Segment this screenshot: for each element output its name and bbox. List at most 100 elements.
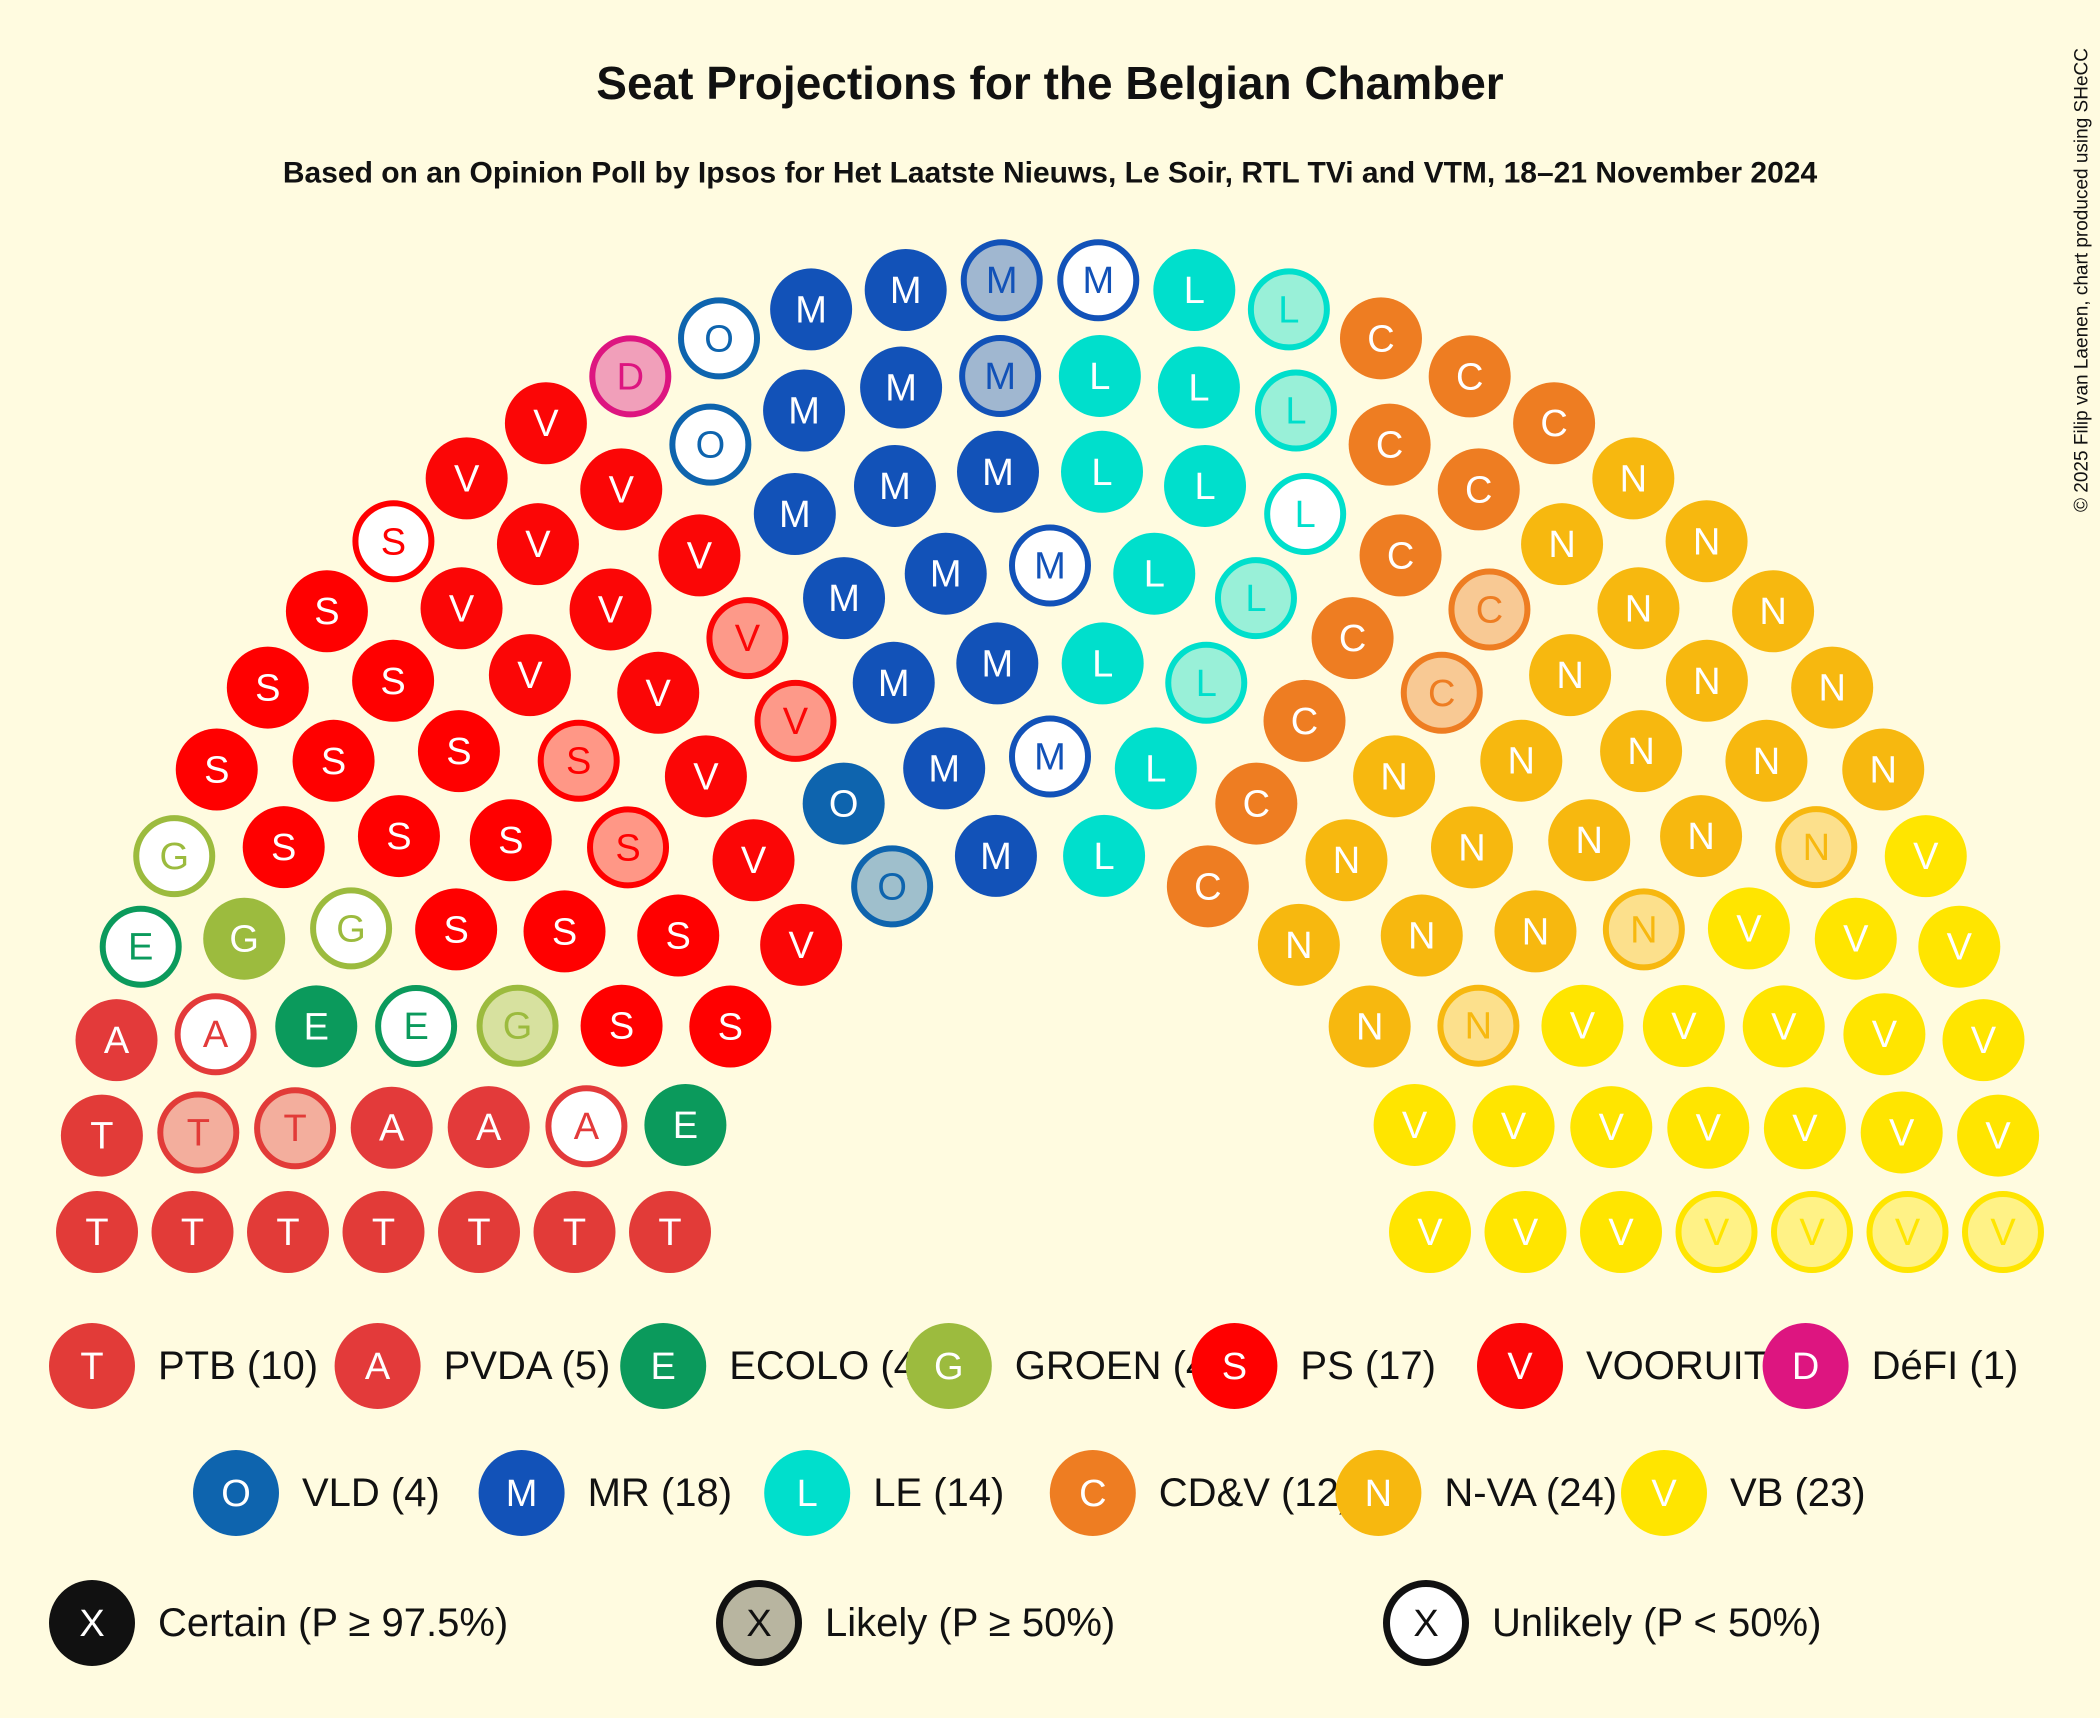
seat-letter: L	[1245, 578, 1266, 620]
seat-letter: N	[1548, 524, 1575, 566]
seat-letter: M	[828, 578, 860, 620]
seat-letter: V	[1872, 1014, 1898, 1056]
seat-letter: V	[1971, 1020, 1997, 1062]
seat-letter: V	[449, 588, 475, 630]
seat	[658, 514, 741, 597]
seat-letter: T	[80, 1346, 103, 1388]
seat	[1153, 248, 1236, 331]
seat	[1061, 430, 1144, 513]
seat-letter: M	[981, 643, 1013, 685]
seat	[157, 1091, 240, 1174]
seat-letter: L	[1089, 356, 1110, 398]
seat-letter: S	[609, 1006, 634, 1048]
seat-letter: A	[104, 1020, 130, 1062]
seat-letter: N	[1627, 731, 1654, 773]
seat	[242, 806, 325, 889]
seat	[1264, 472, 1347, 555]
seat	[1600, 710, 1683, 793]
legend-label: MR (18)	[588, 1471, 732, 1515]
legend-label: GROEN (4)	[1015, 1344, 1222, 1388]
legend-marker	[334, 1323, 421, 1409]
seat	[1957, 1094, 2040, 1177]
seat-letter: M	[879, 466, 911, 508]
seat	[1602, 888, 1685, 971]
seat-letter: L	[1295, 494, 1316, 536]
status-symbol: X	[1413, 1603, 1438, 1645]
seat-letter: G	[159, 836, 189, 878]
seat-letter: V	[1799, 1212, 1825, 1254]
seat-letter: M	[890, 270, 922, 312]
seat	[954, 814, 1037, 897]
seat-letter: L	[1196, 663, 1217, 705]
legend-marker	[1762, 1323, 1849, 1409]
seat	[1597, 567, 1680, 650]
seat-letter: T	[90, 1116, 113, 1158]
seat-letter: C	[1376, 425, 1403, 467]
seat	[589, 335, 672, 418]
seat	[447, 1086, 530, 1169]
seat	[1113, 532, 1196, 615]
legend-marker	[1191, 1323, 1278, 1409]
seat	[669, 403, 752, 486]
seat	[1009, 715, 1091, 798]
seat	[1580, 1191, 1662, 1273]
seat	[175, 728, 258, 811]
seat-letter: V	[1417, 1212, 1443, 1254]
seat-letter: V	[693, 756, 719, 798]
legend-marker	[193, 1450, 279, 1536]
legend-label: N-VA (24)	[1444, 1471, 1617, 1515]
seat-letter: M	[928, 748, 960, 790]
seat	[1707, 887, 1790, 970]
seat	[1918, 905, 2001, 988]
seat-letter: N	[1753, 741, 1780, 783]
legend-label: CD&V (12)	[1159, 1471, 1352, 1515]
seat-letter: E	[403, 1006, 428, 1048]
seat	[357, 795, 440, 878]
seat-letter: L	[1091, 452, 1112, 494]
seat-letter: M	[885, 368, 917, 410]
seat-letter: N	[1870, 750, 1897, 792]
seat	[1548, 799, 1631, 882]
seat	[1437, 984, 1520, 1067]
seat	[1311, 597, 1394, 680]
seat	[275, 985, 358, 1068]
seat-letter: V	[687, 535, 713, 577]
seat	[420, 567, 503, 650]
seat	[1484, 1191, 1567, 1273]
seat-letter: M	[986, 260, 1018, 302]
legend-marker	[905, 1323, 992, 1409]
seat-letter: M	[930, 554, 962, 596]
seat	[1057, 239, 1140, 322]
seat-letter: V	[1913, 836, 1939, 878]
seat-letter: T	[187, 1112, 210, 1154]
seat-letter: L	[1092, 643, 1113, 685]
seat	[352, 500, 435, 583]
seat	[1884, 815, 1967, 898]
seat	[56, 1191, 138, 1273]
seat	[760, 903, 843, 986]
seat	[352, 639, 435, 722]
status-symbol: X	[746, 1603, 771, 1645]
seat-letter: N	[1803, 827, 1830, 869]
seat-letter: A	[203, 1014, 229, 1056]
seat-letter: D	[1792, 1346, 1819, 1388]
seat-letter: M	[795, 289, 827, 331]
seat-letter: V	[1570, 1006, 1596, 1048]
status-symbol: X	[79, 1603, 104, 1645]
seat-letter: V	[1792, 1108, 1818, 1150]
seat	[802, 762, 885, 845]
seat-letter: D	[617, 356, 644, 398]
legend-marker	[1049, 1450, 1136, 1536]
seat	[425, 437, 508, 520]
seat	[1257, 903, 1340, 986]
legend-marker	[49, 1323, 135, 1409]
seat	[629, 1191, 711, 1273]
seat	[1389, 1191, 1471, 1273]
credit: © 2025 Filip van Laenen, chart produced …	[2072, 48, 2093, 512]
seat	[763, 369, 846, 452]
seat-letter: E	[304, 1006, 329, 1048]
legend-label: PVDA (5)	[444, 1344, 611, 1388]
seat-letter: V	[1696, 1108, 1722, 1150]
seat	[1521, 503, 1604, 586]
